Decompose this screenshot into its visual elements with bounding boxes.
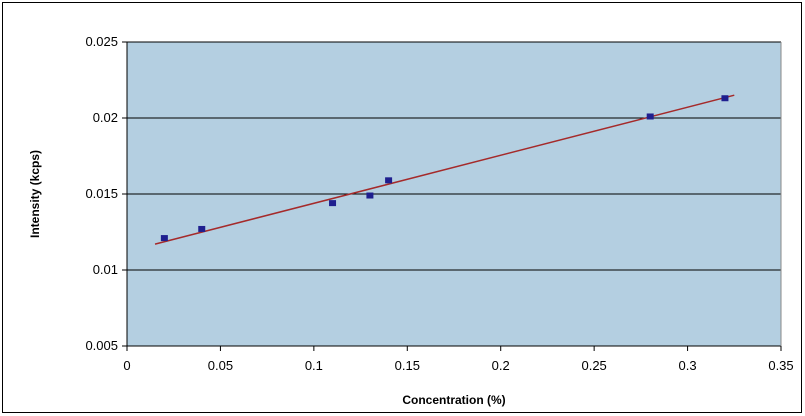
x-tick-label: 0.35 bbox=[768, 358, 793, 373]
data-point bbox=[160, 235, 168, 242]
x-tick-label: 0.1 bbox=[305, 358, 323, 373]
x-tick-label: 0.25 bbox=[581, 358, 606, 373]
y-tick-label: 0.005 bbox=[85, 338, 118, 353]
y-tick-label: 0.02 bbox=[93, 110, 118, 125]
data-point bbox=[329, 200, 337, 207]
x-axis-title: Concentration (%) bbox=[402, 393, 505, 407]
x-tick-label: 0.3 bbox=[679, 358, 697, 373]
x-tick-label: 0 bbox=[123, 358, 130, 373]
y-tick-label: 0.015 bbox=[85, 186, 118, 201]
y-tick-label: 0.01 bbox=[93, 262, 118, 277]
y-tick-labels: 0.005 0.01 0.015 0.02 0.025 bbox=[85, 34, 118, 353]
axes bbox=[122, 41, 782, 351]
x-tick-labels: 0 0.05 0.1 0.15 0.2 0.25 0.3 0.35 bbox=[123, 358, 793, 373]
y-tick-label: 0.025 bbox=[85, 34, 118, 49]
data-point bbox=[385, 177, 393, 184]
y-axis-title: Intensity (kcps) bbox=[28, 150, 42, 238]
data-point bbox=[366, 192, 374, 199]
x-tick-label: 0.2 bbox=[492, 358, 510, 373]
gridlines bbox=[127, 41, 781, 271]
data-points bbox=[160, 95, 729, 242]
trendline-group bbox=[154, 94, 735, 245]
x-tick-label: 0.15 bbox=[395, 358, 420, 373]
data-point bbox=[198, 225, 206, 232]
x-tick-label: 0.05 bbox=[208, 358, 233, 373]
data-point bbox=[646, 113, 654, 120]
trendline bbox=[154, 94, 735, 245]
data-point bbox=[721, 95, 729, 102]
